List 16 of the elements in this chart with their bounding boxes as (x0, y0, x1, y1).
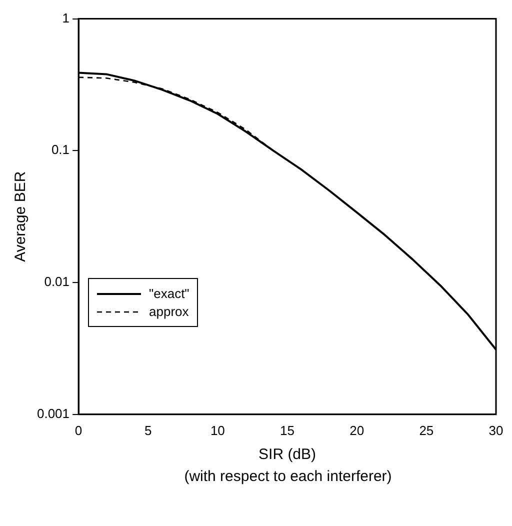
x-tick-label: 30 (488, 422, 504, 438)
x-tick-label: 5 (144, 422, 152, 438)
y-tick-label: 1 (62, 10, 70, 26)
legend-label: approx (149, 304, 189, 319)
x-tick-label: 20 (350, 422, 364, 438)
y-tick-label: 0.001 (36, 406, 70, 421)
x-tick-label: 10 (210, 422, 225, 438)
x-tick-label: 15 (280, 422, 294, 438)
y-axis-title: Average BER (12, 171, 30, 262)
x-tick-label: 25 (419, 422, 434, 438)
x-axis-title: SIR (dB) (258, 446, 316, 464)
x-tick-label: 0 (74, 422, 82, 438)
legend-label: "exact" (149, 286, 190, 301)
text: (with respect to each interferer) (183, 468, 393, 485)
y-tick-label: 0.1 (51, 142, 70, 158)
y-tick-label: 0.01 (44, 274, 70, 290)
